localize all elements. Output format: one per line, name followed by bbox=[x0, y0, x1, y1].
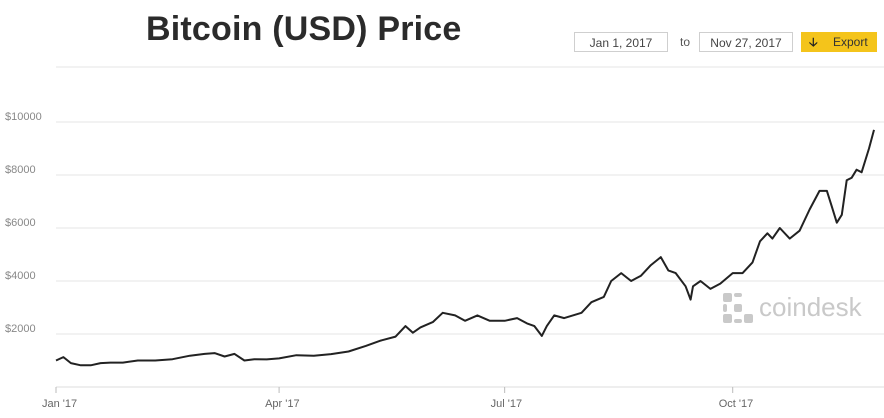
export-button[interactable]: 🡣 Export bbox=[801, 32, 877, 52]
y-axis: $2000 $4000 $6000 $8000 $10000 bbox=[5, 111, 42, 335]
coindesk-logo: coindesk bbox=[721, 291, 862, 327]
export-button-label: Export bbox=[833, 35, 868, 49]
x-tick-label: Apr '17 bbox=[265, 398, 300, 410]
y-tick-label: $4000 bbox=[5, 270, 36, 282]
x-axis: Jan '17 Apr '17 Jul '17 Oct '17 bbox=[42, 387, 753, 410]
price-series-line bbox=[55, 129, 875, 367]
coindesk-logo-icon bbox=[723, 293, 753, 323]
y-tick-label: $2000 bbox=[5, 323, 36, 335]
coindesk-wordmark: coindesk bbox=[759, 292, 862, 322]
x-tick-label: Jan '17 bbox=[42, 398, 77, 410]
y-tick-label: $6000 bbox=[5, 217, 36, 229]
download-arrow-icon: 🡣 bbox=[809, 35, 818, 49]
start-date-input[interactable]: Jan 1, 2017 bbox=[574, 32, 668, 52]
date-range-to-label: to bbox=[680, 35, 691, 49]
y-tick-label: $10000 bbox=[5, 111, 42, 123]
x-tick-label: Jul '17 bbox=[491, 398, 522, 410]
page-title: Bitcoin (USD) Price bbox=[146, 10, 462, 48]
x-tick-label: Oct '17 bbox=[719, 398, 754, 410]
chart-grid bbox=[56, 66, 884, 335]
y-tick-label: $8000 bbox=[5, 164, 36, 176]
end-date-input[interactable]: Nov 27, 2017 bbox=[699, 32, 793, 52]
